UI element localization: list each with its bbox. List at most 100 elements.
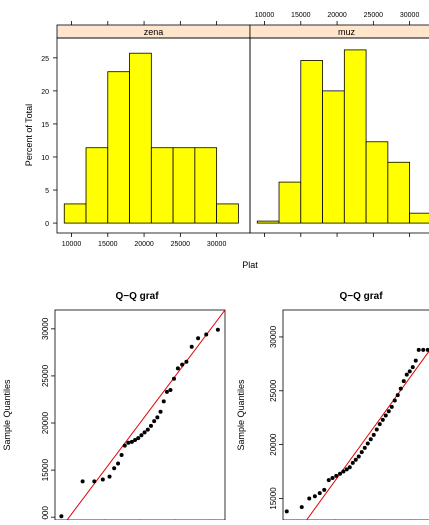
histogram-x-tick-label-bottom: 15000 [98,241,118,248]
qq-right-point [350,460,355,465]
qq-right-point [404,372,409,377]
histogram-x-tick-label-top: 25000 [364,12,384,19]
histogram-x-tick-label-bottom: 20000 [134,241,154,248]
qq-left-y-tick-label: 20000 [41,411,50,434]
qq-right-points [284,347,429,514]
qq-right-point [312,494,317,499]
qq-left-point [152,419,157,424]
qq-left-y-tick-label: 30000 [41,317,50,340]
histogram-x-tick-label-bottom: 25000 [171,241,191,248]
qq-right-point [347,465,352,470]
qq-right-point [386,409,391,414]
qq-left-y-tick-label: 25000 [41,364,50,387]
qq-left-point [196,336,201,341]
histogram-bar-zena-7 [216,203,239,224]
strip-label-zena: zena [144,27,164,37]
qq-right-point [389,404,394,409]
qq-right-point [353,457,358,462]
qq-right-point [413,358,418,363]
qq-left-point [164,389,169,394]
qq-left-point [215,327,220,332]
histogram-x-tick-label-bottom: 30000 [207,241,227,248]
histogram-y-tick-label: 5 [45,188,49,195]
histogram-chart: zena muz 0 5 10 15 20 25 10000 15000 20000 25000… [24,12,429,270]
qq-left-point [145,427,150,432]
qq-right-y-label: Sample Quantiles [236,379,246,451]
qq-right-y-axis: 15000 20000 25000 30000 [269,325,283,510]
qq-right-y-tick-label: 25000 [269,379,278,402]
qq-left-y-label: Sample Quantiles [2,379,12,451]
qq-left-point [92,479,97,484]
qq-right-point [392,398,397,403]
histogram-x-tick-label-top: 30000 [400,12,420,19]
qq-right-point [284,509,289,514]
qq-right-point [362,445,367,450]
histogram-y-tick-label: 15 [41,122,49,129]
qq-right-point [374,427,379,432]
qq-left-point [129,439,134,444]
qq-left-point [184,359,189,364]
qq-left-point [155,415,160,420]
histogram-x-label: Plat [242,260,258,270]
histogram-y-tick-label: 20 [41,89,49,96]
histogram-bar-muz-2 [300,60,323,224]
histogram-bar-muz-0 [256,220,280,224]
histogram-bars-muz [256,49,429,224]
qq-left-point [148,423,153,428]
qq-right-y-tick-label: 30000 [269,325,278,348]
histogram-bar-muz-4 [343,49,367,224]
histogram-bar-muz-5 [365,141,389,224]
qq-left-point [80,479,85,484]
qq-left-point [133,437,138,442]
panel-frame-muz [249,37,429,234]
histogram-bar-muz-7 [409,212,429,224]
qq-left-point [168,388,173,393]
histogram-bars-zena [63,52,239,224]
qq-right-point [299,505,304,510]
qq-left-point [122,443,127,448]
histogram-x-tick-label-top: 10000 [255,12,275,19]
qq-left-point [189,344,194,349]
histogram-bar-zena-6 [194,147,218,224]
qq-left-point [175,366,180,371]
histogram-bar-zena-4 [150,147,174,224]
histogram-y-tick-label: 10 [41,155,49,162]
qq-left-point [180,362,185,367]
qq-right-point [395,393,400,398]
qq-left-point [116,461,121,466]
qq-chart-left: Q−Q graf 10000 15000 20000 25000 30000 Sampl… [2,291,226,525]
qq-left-fit-line [66,309,226,521]
qq-left-y-tick-label: 15000 [41,458,50,481]
qq-left-point [204,332,209,337]
qq-frame-right [282,309,429,521]
qq-left-point [126,440,131,445]
histogram-x-tick-label-top: 15000 [291,12,311,19]
histogram-bar-zena-3 [129,52,152,224]
qq-left-point [161,399,166,404]
histogram-x-axis-bottom: 10000 15000 20000 25000 30000 [62,233,411,248]
histogram-y-tick-label: 25 [41,56,49,63]
qq-left-point [119,453,124,458]
histogram-bar-muz-6 [387,161,411,224]
qq-right-reference-line [306,350,429,521]
histogram-x-axis-top: 10000 15000 20000 25000 30000 [71,12,420,25]
histogram-bar-muz-3 [322,90,345,224]
qq-right-point [359,450,364,455]
qq-left-point [59,514,64,519]
qq-left-points [59,327,220,519]
qq-left-point [158,409,163,414]
qq-right-point [365,441,370,446]
qq-chart-right: Q−Q graf 15000 20000 25000 30000 Sample Qua… [236,291,429,524]
qq-frame-left [54,309,226,521]
histogram-bar-zena-1 [85,147,109,224]
qq-right-point [383,413,388,418]
qq-left-point [136,436,141,441]
qq-left-reference-line [66,309,226,521]
qq-right-point [356,454,361,459]
qq-right-point [407,369,412,374]
qq-right-point [371,432,376,437]
qq-right-point [341,469,346,474]
qq-right-point [380,417,385,422]
qq-right-y-tick-label: 20000 [269,433,278,456]
